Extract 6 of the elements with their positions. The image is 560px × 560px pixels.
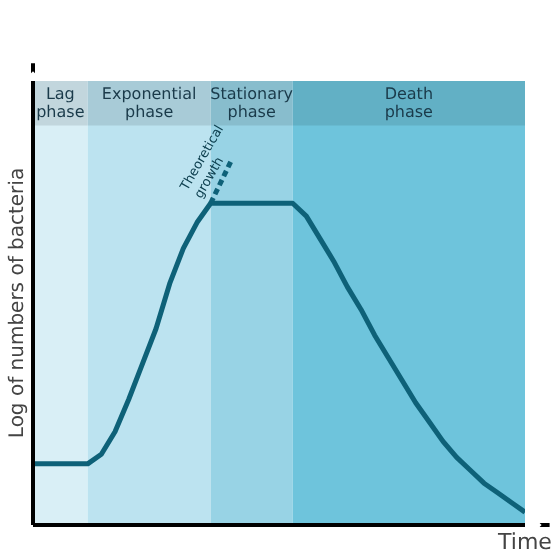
text: Stationary phase	[210, 85, 294, 122]
x-axis-title: Time	[496, 529, 553, 555]
text: Lag phase	[36, 85, 85, 122]
text: Exponential phase	[101, 85, 197, 122]
y-axis-title: Log of numbers of bacteria	[7, 167, 29, 439]
text: Death phase	[384, 85, 434, 122]
